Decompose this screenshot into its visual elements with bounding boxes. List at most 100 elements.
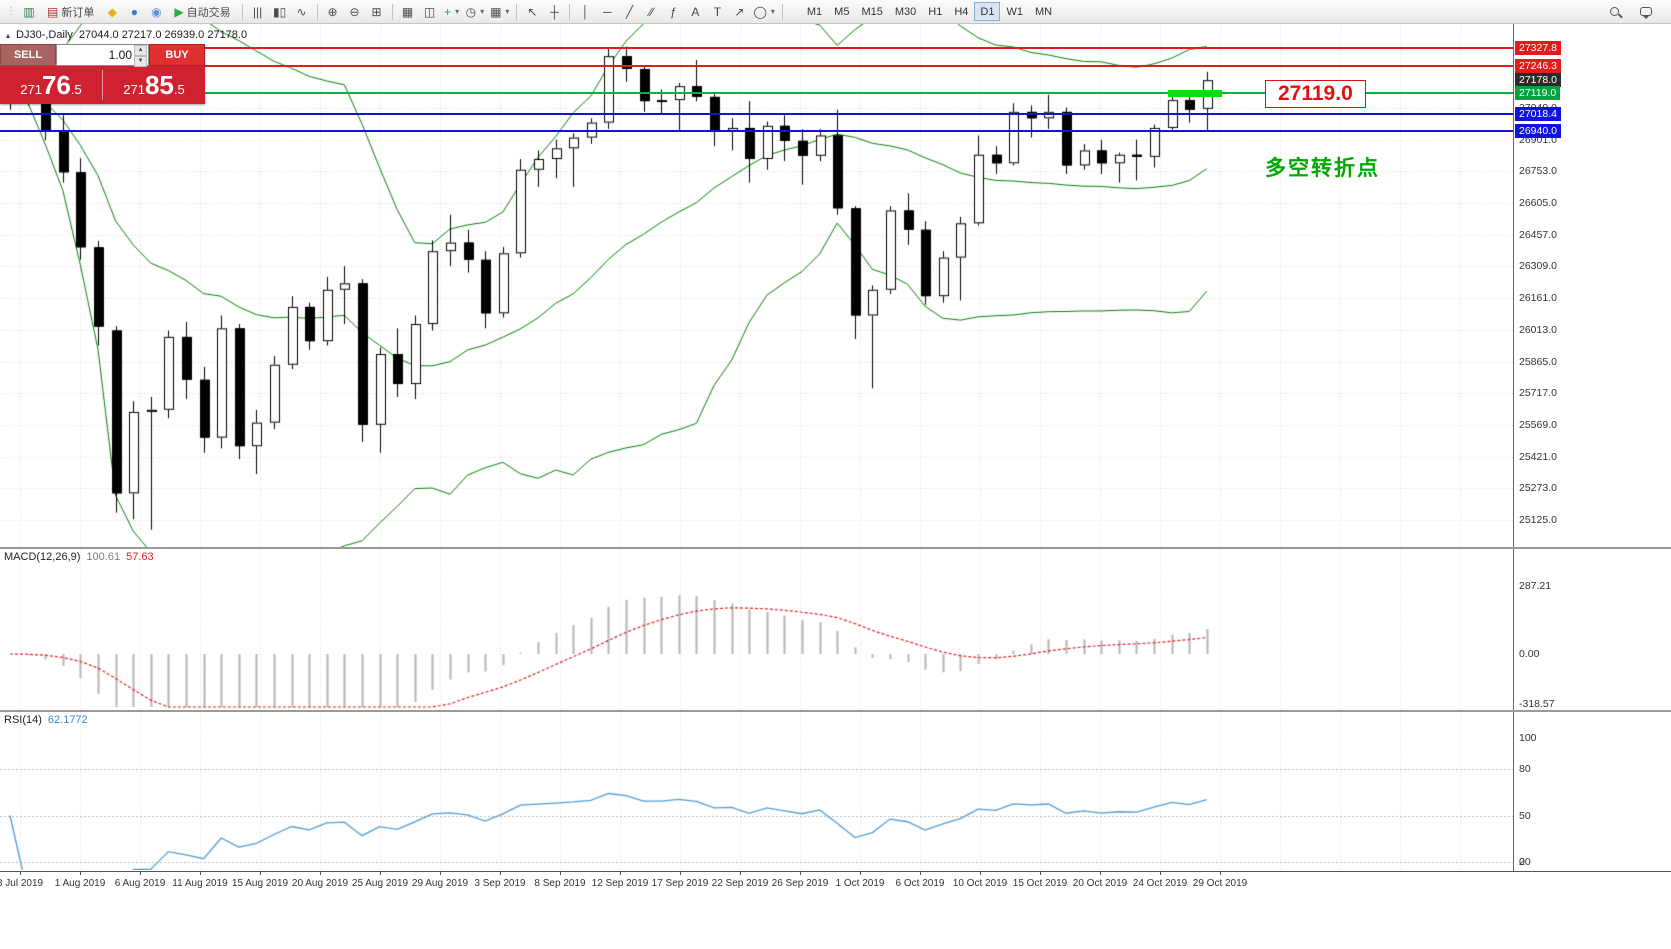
autotrading-button[interactable]: ▶ 自动交易 [167,2,237,22]
timeframe-d1[interactable]: D1 [974,2,1001,21]
date-tick-label: 6 Oct 2019 [895,878,945,889]
ohlc-values: 27044.0 27217.0 26939.0 27178.0 [78,29,248,41]
toolbar-separator [241,3,243,20]
toolbar-separator [516,3,518,20]
macd-axis-label: 0.00 [1519,648,1540,660]
sell-price-suffix: .5 [70,82,82,97]
sell-price: 271 76.5 [0,72,102,98]
price-axis-label: 25273.0 [1519,482,1557,494]
timeframe-mn[interactable]: MN [1029,2,1058,21]
horizontal-line-button[interactable]: ─ [596,2,618,22]
price-tag-27178.0: 27178.0 [1515,73,1561,87]
price-axis-label: 26309.0 [1519,260,1557,272]
timeframe-m1[interactable]: M1 [801,2,828,21]
horizontal-line-27246.3[interactable] [0,65,1513,67]
timeframe-m30[interactable]: M30 [889,2,922,21]
price-chart-canvas[interactable] [0,24,1513,547]
crosshair-button[interactable]: ┼ [543,2,565,22]
bar-chart-icon: ||| [252,4,263,19]
date-axis[interactable]: 8 Jul 2019 1 Aug 2019 6 Aug 2019 11 Aug 201… [0,872,1671,898]
date-tick [740,872,741,875]
chat-icon [1640,7,1652,19]
text-button[interactable]: A [684,2,706,22]
candlestick-chart-button[interactable]: ▮▯ [269,2,291,22]
macd-axis-label: 287.21 [1519,580,1552,592]
buy-price: 271 85.5 [103,72,205,98]
line-chart-button[interactable]: ∿ [291,2,313,22]
level-price-annotation[interactable]: 27119.0 [1265,80,1366,108]
timeframe-w1[interactable]: W1 [1000,2,1029,21]
new-order-button[interactable]: ▤ 新订单 [40,2,101,22]
timeframe-m15[interactable]: M15 [855,2,888,21]
text-label-button[interactable]: T [706,2,728,22]
zoom-in-button[interactable]: ⊕ [322,2,344,22]
dropdown-caret-icon: ▾ [480,7,485,16]
timeframe-h4[interactable]: H4 [948,2,974,21]
chat-button[interactable] [1635,2,1657,22]
macd-pane-canvas[interactable] [0,549,1513,710]
sell-button[interactable]: SELL [0,44,56,66]
toolbar-handle[interactable]: ⋮ [6,6,16,17]
periods-button[interactable]: ◷ ▾ [463,2,488,22]
vertical-line-button[interactable]: │ [574,2,596,22]
cascade-windows-button[interactable]: ▦ [397,2,419,22]
tile-windows-button[interactable]: ⊞ [366,2,388,22]
trendline-icon: ╱ [625,4,634,19]
dropdown-caret-icon: ▾ [505,7,510,16]
metaeditor-button[interactable]: ◆ [101,2,123,22]
zoom-in-icon: ⊕ [327,4,338,19]
date-tick [620,872,621,875]
date-tick [860,872,861,875]
date-tick [260,872,261,875]
templates-button[interactable]: ▦ ▾ [487,2,512,22]
price-tag-27246.3: 27246.3 [1515,59,1561,73]
one-click-toggle[interactable]: ▴ [6,30,11,40]
macd-label: MACD(12,26,9) 100.61 57.63 [4,551,154,563]
navigator-icon: ◉ [151,4,162,19]
horizontal-line-27119[interactable] [0,92,1513,94]
autotrading-icon: ▶ [174,4,184,19]
turning-point-note[interactable]: 多空转折点 [1265,157,1380,180]
cursor-button[interactable]: ↖ [521,2,543,22]
new-order-label: 新订单 [61,6,95,19]
date-tick [20,872,21,875]
fibonacci-button[interactable]: ƒ [662,2,684,22]
pane-separator-macd[interactable] [0,547,1671,549]
buy-button[interactable]: BUY [149,44,205,66]
trendline-button[interactable]: ╱ [618,2,640,22]
volume-input[interactable]: 1.00 ▲ ▼ [56,44,149,67]
arrow-tool-button[interactable]: ↗ [728,2,750,22]
crosshair-icon: ┼ [550,4,559,19]
level-highlight-segment[interactable] [1168,90,1222,97]
horizontal-line-27018.4[interactable] [0,113,1513,115]
templates-icon: ▦ [490,4,502,19]
timeframe-h1[interactable]: H1 [922,2,948,21]
date-tick [440,872,441,875]
bar-chart-button[interactable]: ||| [247,2,269,22]
zoom-out-button[interactable]: ⊖ [344,2,366,22]
chart-window-button[interactable]: ▥ [18,2,40,22]
navigator-button[interactable]: ◉ [145,2,167,22]
date-tick-label: 17 Sep 2019 [651,878,709,889]
volume-down-button[interactable]: ▼ [134,56,147,67]
channel-button[interactable]: ∕∕ [640,2,662,22]
volume-up-button[interactable]: ▲ [134,45,147,56]
price-tag-27018.4: 27018.4 [1515,107,1561,121]
chart-window-icon: ▥ [23,4,35,19]
timeframe-m5[interactable]: M5 [828,2,855,21]
indicators-icon: + [444,4,452,19]
shapes-button[interactable]: ◯ ▾ [750,2,777,22]
horizontal-line-27327.8[interactable] [0,47,1513,49]
indicators-button[interactable]: + ▾ [441,2,463,22]
rsi-pane-canvas[interactable] [0,712,1513,870]
search-button[interactable] [1603,2,1625,22]
pane-separator-rsi[interactable] [0,710,1671,712]
rsi-axis-label: 80 [1519,763,1531,775]
date-tick-label: 1 Aug 2019 [54,878,106,889]
chart-window: ▴ DJ30-,Daily 27044.0 27217.0 26939.0 27… [0,24,1671,949]
arrange-windows-button[interactable]: ◫ [419,2,441,22]
date-tick-label: 26 Sep 2019 [771,878,829,889]
line-chart-icon: ∿ [296,4,307,19]
market-watch-button[interactable]: ● [123,2,145,22]
horizontal-line-26940[interactable] [0,130,1513,132]
